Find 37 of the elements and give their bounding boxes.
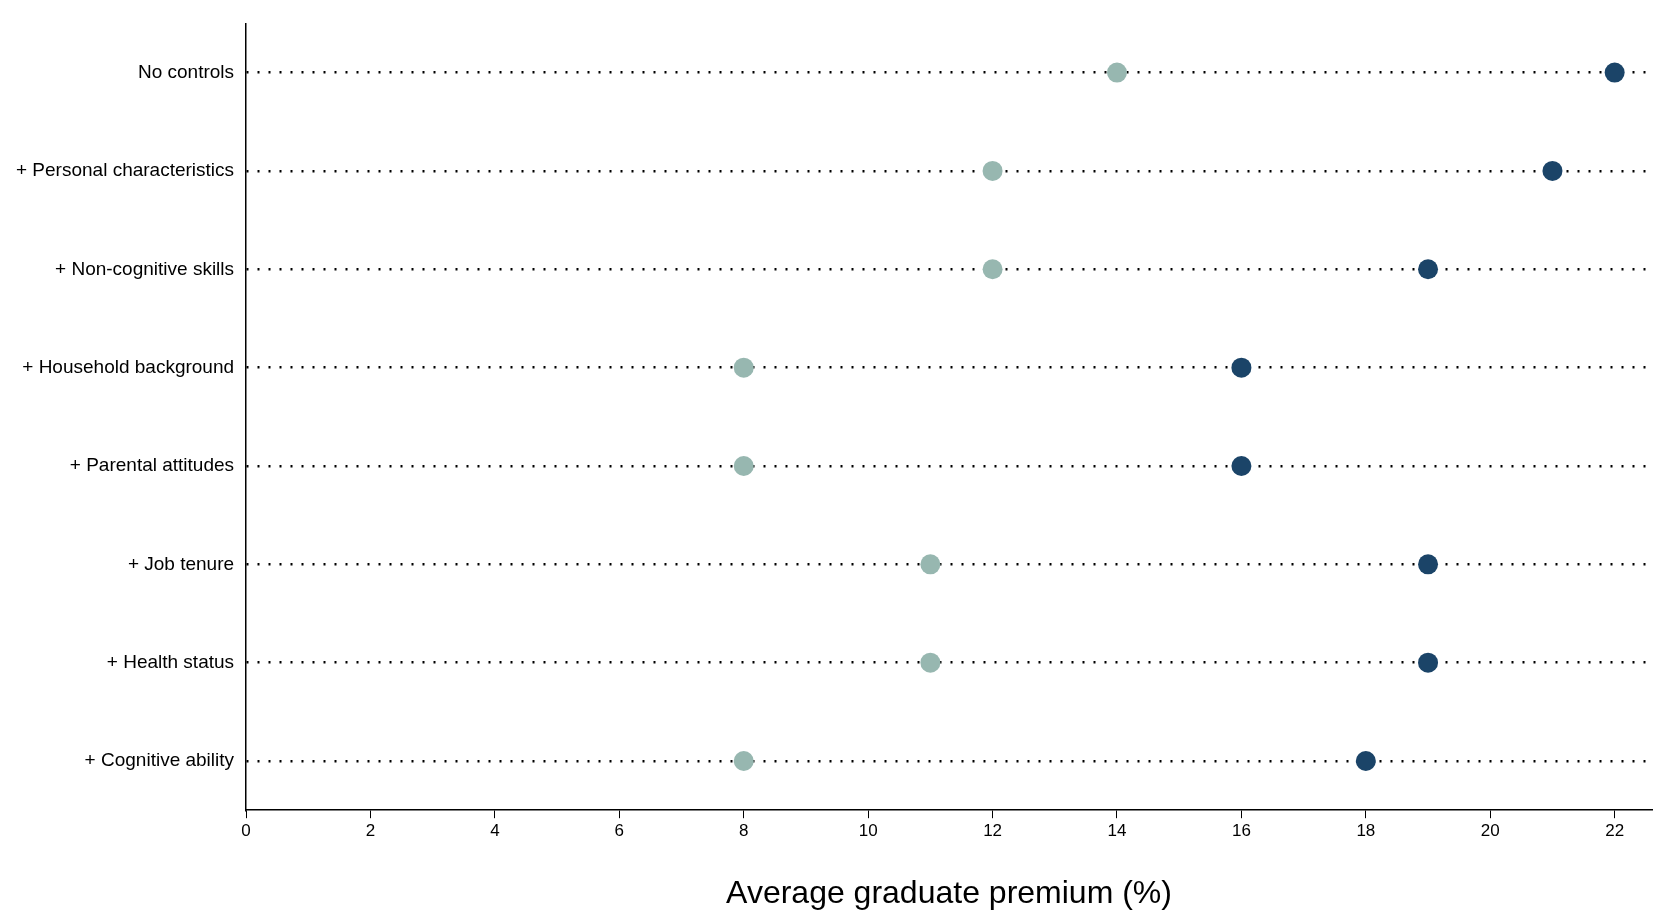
x-tick-label: 6 xyxy=(614,821,625,841)
x-tick-label: 0 xyxy=(241,821,251,841)
y-tick-label: + Health status xyxy=(106,650,235,672)
y-tick-label: + Cognitive ability xyxy=(84,749,235,771)
point xyxy=(733,455,754,476)
point xyxy=(1542,160,1563,181)
y-tick-label: + Non-cognitive skills xyxy=(55,257,235,279)
x-axis-title: Average graduate premium (%) xyxy=(726,873,1172,910)
x-tick-label: 12 xyxy=(983,821,1003,841)
point xyxy=(920,554,941,575)
x-tick-label: 8 xyxy=(739,821,749,841)
y-tick-label: + Household background xyxy=(22,355,235,377)
point xyxy=(1604,62,1625,83)
y-tick-label: No controls xyxy=(137,60,235,82)
x-tick-label: 22 xyxy=(1605,821,1625,841)
point xyxy=(1107,62,1127,83)
point xyxy=(1355,751,1376,772)
point xyxy=(733,751,754,772)
x-tick-label: 18 xyxy=(1356,821,1376,841)
x-tick-label: 10 xyxy=(858,821,878,841)
point xyxy=(982,160,1003,181)
point xyxy=(1231,357,1252,378)
x-tick-label: 14 xyxy=(1107,821,1127,841)
y-tick-label: + Job tenure xyxy=(127,552,235,574)
point xyxy=(1418,259,1439,280)
x-tick-label: 4 xyxy=(490,821,500,841)
point xyxy=(1418,652,1439,673)
point xyxy=(920,652,941,673)
x-tick-label: 16 xyxy=(1231,821,1251,841)
point xyxy=(982,259,1003,280)
y-tick-label: + Parental attitudes xyxy=(69,454,235,476)
point xyxy=(1231,455,1252,476)
point xyxy=(733,357,754,378)
y-tick-label: + Personal characteristics xyxy=(15,159,235,181)
x-tick-label: 20 xyxy=(1480,821,1500,841)
x-tick-label: 2 xyxy=(365,821,376,841)
point xyxy=(1418,554,1439,575)
